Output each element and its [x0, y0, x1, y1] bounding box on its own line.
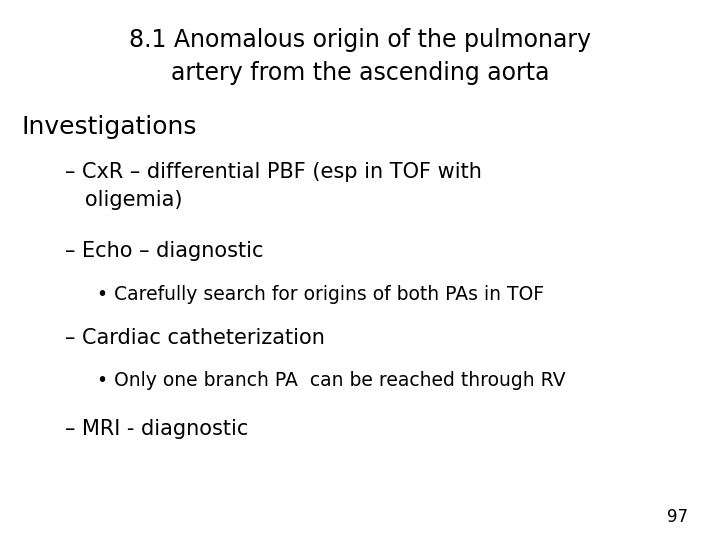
Text: – MRI - diagnostic: – MRI - diagnostic	[65, 419, 248, 440]
Text: – Echo – diagnostic: – Echo – diagnostic	[65, 241, 264, 261]
Text: 8.1 Anomalous origin of the pulmonary: 8.1 Anomalous origin of the pulmonary	[129, 29, 591, 52]
Text: artery from the ascending aorta: artery from the ascending aorta	[171, 61, 549, 85]
Text: • Carefully search for origins of both PAs in TOF: • Carefully search for origins of both P…	[97, 285, 544, 304]
Text: 97: 97	[667, 509, 688, 526]
Text: – Cardiac catheterization: – Cardiac catheterization	[65, 327, 325, 348]
Text: • Only one branch PA  can be reached through RV: • Only one branch PA can be reached thro…	[97, 371, 566, 390]
Text: Investigations: Investigations	[22, 115, 197, 139]
Text: – CxR – differential PBF (esp in TOF with
   oligemia): – CxR – differential PBF (esp in TOF wit…	[65, 163, 482, 210]
